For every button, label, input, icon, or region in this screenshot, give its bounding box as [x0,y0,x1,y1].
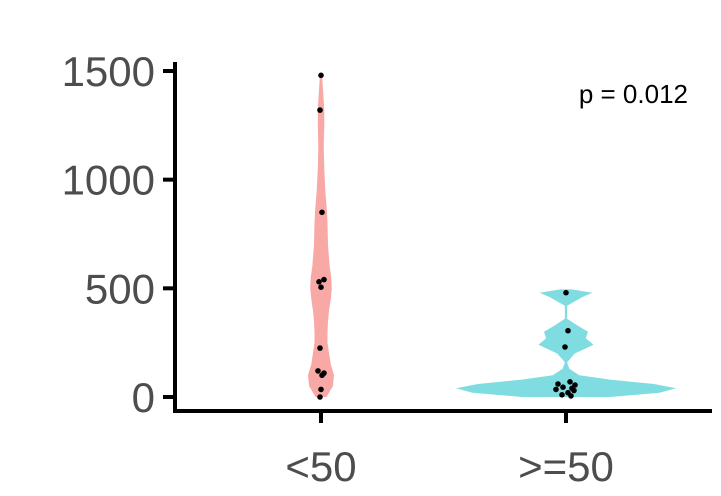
axes: 0 500 1000 1500 <50 >=50 [62,48,712,490]
data-point [555,381,561,387]
data-point [568,393,574,399]
y-tick-label: 1500 [62,48,155,95]
data-point [319,372,325,379]
data-point [316,279,322,285]
violin-ge50 [456,289,676,397]
p-value-annotation: p = 0.012 [579,79,688,109]
data-point [560,384,566,391]
data-point [318,72,324,79]
data-point [321,276,327,283]
x-tick-label: >=50 [518,443,614,490]
data-point [571,387,577,394]
data-point [319,209,325,216]
data-point [563,289,569,296]
data-point [317,107,323,113]
y-tick-label: 1000 [62,157,155,204]
data-point [317,345,323,351]
y-tick-label: 500 [85,265,155,312]
data-point [565,327,571,334]
data-point [317,394,323,400]
data-point [318,386,324,393]
data-point [559,392,565,398]
y-tick-label: 0 [132,374,155,421]
data-point [567,379,573,385]
data-point [315,368,321,374]
data-point [562,344,568,350]
violins [308,75,676,398]
data-points [315,72,578,400]
x-tick-label: <50 [285,443,356,490]
violin-lt50 [308,75,334,398]
data-point [553,386,559,393]
data-point [318,284,324,291]
